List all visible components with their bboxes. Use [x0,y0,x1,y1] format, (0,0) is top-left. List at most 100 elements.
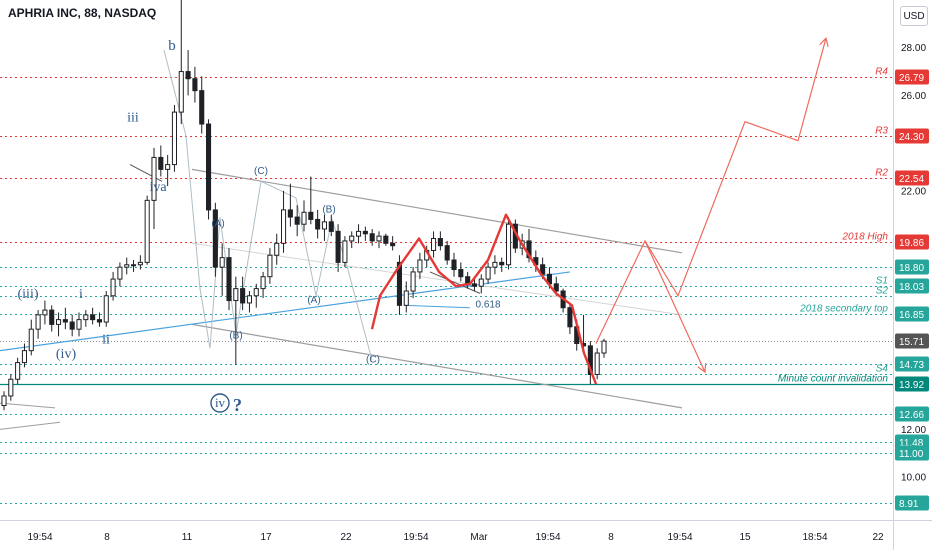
candle[interactable] [567,302,573,334]
candle-body [8,378,14,397]
level-label-7: 2018 secondary top [799,304,888,315]
candle[interactable] [192,66,198,103]
candle[interactable] [49,305,55,332]
candle[interactable] [287,183,293,227]
candle[interactable] [199,76,205,134]
candle[interactable] [171,104,177,172]
candle[interactable] [76,312,82,337]
candle[interactable] [437,231,443,251]
candle[interactable] [131,260,137,272]
candle[interactable] [499,257,505,272]
wave-label-4: i [79,287,83,302]
candle[interactable] [485,262,491,284]
candle[interactable] [587,341,593,385]
candle[interactable] [478,274,484,294]
candle[interactable] [431,231,437,258]
wave-label-5: (iv) [56,347,77,362]
candle[interactable] [21,343,27,368]
candle[interactable] [321,214,327,241]
candle[interactable] [62,307,68,330]
symbol-header: APHRIA INC, 88, NASDAQ [4,4,161,22]
candle[interactable] [417,252,423,280]
candle[interactable] [260,271,266,299]
candle[interactable] [165,155,171,187]
head-shoulders-pattern [370,213,598,385]
candle[interactable] [185,50,191,96]
candle[interactable] [376,231,382,249]
wave-label-13: 0.618 [475,300,500,311]
candle-body [137,261,143,266]
candle-body [185,71,191,80]
candle[interactable] [137,255,143,270]
candle[interactable] [117,262,123,287]
candle[interactable] [1,391,7,411]
candle[interactable] [110,271,116,301]
candle[interactable] [274,233,280,265]
candle-body [601,340,607,354]
candle[interactable] [444,240,450,265]
candle[interactable] [356,224,362,244]
candle[interactable] [151,147,157,229]
candle[interactable] [362,226,368,241]
candle[interactable] [308,176,314,225]
candle[interactable] [35,310,41,339]
candle[interactable] [144,195,150,265]
candle[interactable] [451,252,457,277]
candle[interactable] [219,243,225,296]
candle[interactable] [233,276,239,365]
candle[interactable] [403,281,409,313]
candle[interactable] [492,255,498,275]
candle[interactable] [383,233,389,246]
candle[interactable] [212,202,218,277]
candle[interactable] [594,348,600,380]
candle-body [253,288,259,297]
price-badge-7 [895,306,929,322]
candle[interactable] [15,357,21,385]
price-badge-9 [895,356,929,372]
candle[interactable] [124,257,130,275]
candle[interactable] [281,190,287,253]
candle[interactable] [328,214,334,237]
candle[interactable] [301,200,307,232]
candle[interactable] [90,307,96,325]
candle[interactable] [69,314,75,337]
currency-button[interactable]: USD [900,6,928,26]
candle-body [465,276,471,285]
candle[interactable] [506,217,512,270]
candle[interactable] [458,262,464,282]
candle[interactable] [410,267,416,299]
candle[interactable] [103,291,109,327]
price-badge-text-8: 15.71 [899,337,924,348]
price-badge-text-2: 22.54 [899,174,924,185]
candle[interactable] [96,312,102,327]
candle[interactable] [294,205,300,237]
candle[interactable] [601,338,607,358]
price-badge-4 [895,259,929,275]
candle[interactable] [342,236,348,268]
candle[interactable] [206,119,212,220]
candle[interactable] [8,374,14,401]
candle-body [294,216,300,225]
candle[interactable] [246,291,252,313]
candle[interactable] [267,248,273,284]
time-tick-1: 8 [104,532,110,543]
candle[interactable] [28,319,34,356]
candle[interactable] [158,145,164,177]
candle-body [499,261,505,266]
candle[interactable] [178,0,184,125]
candle[interactable] [42,300,48,325]
candle[interactable] [56,312,62,337]
candle-body [471,283,477,287]
candle[interactable] [390,236,396,251]
candle[interactable] [226,248,232,311]
candle[interactable] [83,310,89,327]
candle[interactable] [349,231,355,249]
candle[interactable] [240,276,246,311]
price-badge-text-11: 13.92 [899,380,924,391]
candle[interactable] [335,224,341,272]
candle[interactable] [253,283,259,308]
candle[interactable] [315,209,321,239]
candle[interactable] [369,228,375,246]
